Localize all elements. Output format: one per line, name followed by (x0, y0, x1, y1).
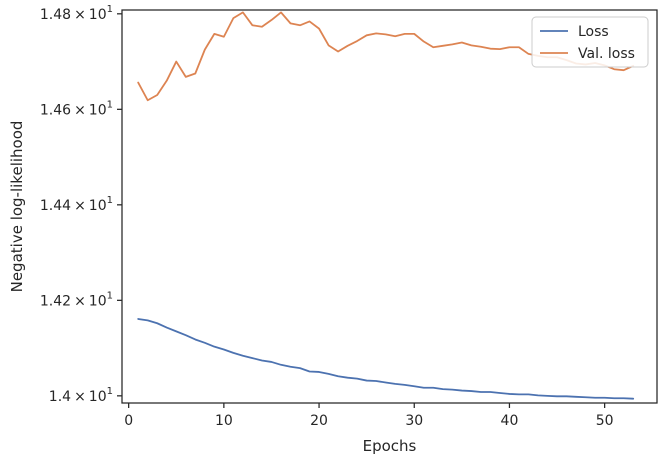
y-tick-exponent: 1 (107, 386, 113, 397)
y-tick-label: 1.42 × 101 (40, 290, 113, 309)
x-tick-label: 50 (596, 413, 614, 429)
y-tick-times: × (74, 389, 86, 405)
y-tick-exponent: 1 (107, 99, 113, 110)
y-tick-mantissa: 1.42 (40, 293, 71, 309)
y-tick-times: × (74, 102, 86, 118)
x-tick-label: 10 (215, 413, 233, 429)
y-tick-base: 10 (89, 389, 107, 405)
y-tick-label: 1.46 × 101 (40, 99, 113, 118)
x-tick-label: 30 (405, 413, 423, 429)
series-line-loss (137, 318, 635, 400)
x-axis: 0 10 20 30 40 50 (124, 403, 614, 429)
y-tick-times: × (74, 293, 86, 309)
y-tick-exponent: 1 (107, 290, 113, 301)
x-tick-label: 20 (310, 413, 328, 429)
legend-box (531, 16, 649, 68)
y-tick-base: 10 (89, 198, 107, 214)
y-tick-mantissa: 1.44 (40, 198, 71, 214)
plot-frame (121, 9, 658, 404)
y-tick-mantissa: 1.46 (40, 102, 71, 118)
x-tick-label: 0 (124, 413, 133, 429)
y-tick-exponent: 1 (107, 4, 113, 15)
y-tick-base: 10 (89, 293, 107, 309)
legend-label: Loss (578, 24, 609, 40)
x-axis-title: Epochs (363, 437, 417, 455)
y-tick-mantissa: 1.48 (40, 7, 71, 23)
y-tick-base: 10 (89, 7, 107, 23)
y-tick-label: 1.48 × 101 (40, 4, 113, 23)
x-tick-label: 40 (501, 413, 519, 429)
y-tick-label: 1.4 × 101 (49, 386, 113, 405)
legend-label: Val. loss (578, 46, 635, 62)
y-axis-title: Negative log-likelihood (8, 121, 26, 293)
y-tick-base: 10 (89, 102, 107, 118)
y-tick-exponent: 1 (107, 195, 113, 206)
legend: Loss Val. loss (531, 16, 649, 68)
y-tick-times: × (74, 198, 86, 214)
y-tick-times: × (74, 7, 86, 23)
plot-background (122, 10, 657, 403)
y-tick-mantissa: 1.4 (49, 389, 71, 405)
y-tick-label: 1.44 × 101 (40, 195, 113, 214)
